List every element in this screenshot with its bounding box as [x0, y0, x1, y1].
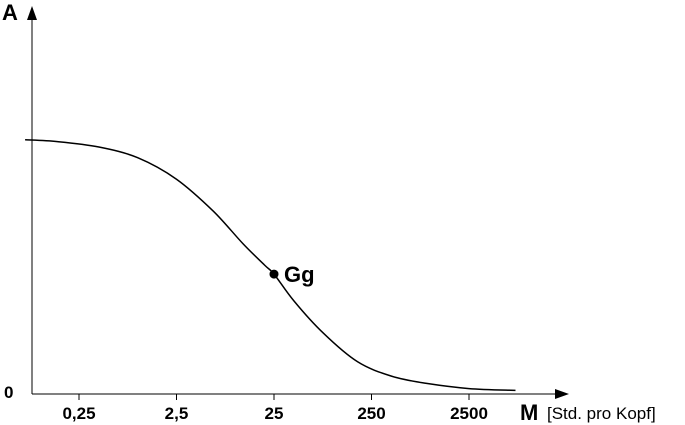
- x-axis-arrow-icon: [555, 389, 569, 399]
- x-ticks: 0,25 2,5 25 250 2500: [62, 394, 488, 423]
- series-line: [25, 139, 516, 392]
- x-axis-unit-label: [Std. pro Kopf]: [547, 404, 656, 423]
- y-axis-label: A: [2, 0, 18, 25]
- x-axis-label: M: [520, 400, 538, 425]
- x-tick-label: 2500: [450, 404, 488, 423]
- x-tick-label: 0,25: [62, 404, 95, 423]
- gg-point: [269, 269, 279, 279]
- y-origin-label: 0: [4, 383, 13, 402]
- y-axis-arrow-icon: [27, 6, 37, 20]
- gg-label: Gg: [284, 262, 315, 287]
- x-tick-label: 2,5: [165, 404, 189, 423]
- x-tick-label: 250: [357, 404, 385, 423]
- x-tick-label: 25: [265, 404, 284, 423]
